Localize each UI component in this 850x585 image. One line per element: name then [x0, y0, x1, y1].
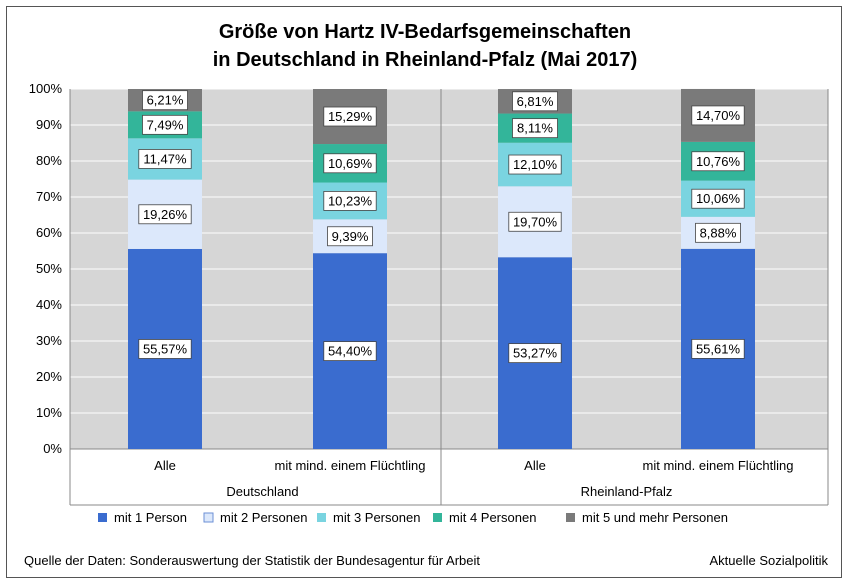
data-label: 8,88%	[700, 225, 737, 240]
data-label: 10,06%	[696, 191, 741, 206]
chart-title-line-2: in Deutschland in Rheinland-Pfalz (Mai 2…	[213, 49, 638, 71]
category-label: mit mind. einem Flüchtling	[643, 458, 794, 473]
legend-item: mit 2 Personen	[203, 510, 307, 525]
data-label-box	[327, 226, 373, 247]
legend-label: mit 3 Personen	[333, 510, 420, 525]
legend-swatch	[98, 513, 107, 522]
y-tick-label: 0%	[43, 441, 62, 456]
data-label: 8,11%	[517, 121, 553, 136]
data-label: 6,81%	[517, 94, 554, 109]
data-label-box	[691, 339, 745, 359]
category-label: Alle	[524, 458, 546, 473]
category-label: mit mind. einem Flüchtling	[275, 458, 426, 473]
legend-swatch	[317, 513, 326, 522]
data-label: 7,49%	[147, 117, 184, 132]
legend-item: mit 3 Personen	[317, 510, 420, 525]
data-label-box	[695, 222, 741, 243]
data-label: 55,57%	[143, 341, 188, 356]
legend-swatch	[203, 512, 214, 523]
category-label: Alle	[154, 458, 176, 473]
legend-item: mit 5 und mehr Personen	[566, 510, 728, 525]
data-label: 6,21%	[147, 93, 184, 108]
data-label-box	[512, 91, 558, 112]
data-label-box	[142, 90, 188, 111]
data-label: 55,61%	[696, 341, 741, 356]
data-label-box	[508, 343, 562, 364]
data-label: 10,69%	[328, 156, 373, 171]
data-label: 9,39%	[332, 229, 369, 244]
y-tick-label: 60%	[36, 225, 62, 240]
y-tick-label: 80%	[36, 153, 62, 168]
data-label: 19,70%	[513, 214, 558, 229]
legend-swatch	[433, 513, 442, 522]
data-label-box	[691, 105, 745, 126]
y-tick-label: 100%	[29, 81, 63, 96]
group-label: Rheinland-Pfalz	[581, 484, 673, 499]
data-label-box	[138, 149, 192, 169]
legend-item: mit 4 Personen	[433, 510, 536, 525]
data-label: 10,23%	[328, 193, 373, 208]
legend-label: mit 5 und mehr Personen	[582, 510, 728, 525]
data-label-box	[323, 153, 377, 174]
chart-title-line-1: Größe von Hartz IV-Bedarfsgemeinschaften	[219, 21, 631, 43]
data-label-box	[323, 106, 377, 127]
data-label: 19,26%	[143, 207, 188, 222]
group-label: Deutschland	[226, 484, 298, 499]
data-label: 12,10%	[513, 157, 558, 172]
data-label: 10,76%	[696, 154, 741, 169]
legend-label: mit 1 Person	[114, 510, 187, 525]
legend-label: mit 2 Personen	[220, 510, 307, 525]
legend: mit 1 Person mit 2 Personen mit 3 Personen…	[98, 510, 728, 525]
data-label: 54,40%	[328, 344, 373, 359]
y-tick-label: 30%	[36, 333, 62, 348]
y-tick-label: 40%	[36, 297, 62, 312]
y-tick-label: 20%	[36, 369, 62, 384]
data-label-box	[508, 154, 562, 175]
data-label: 53,27%	[513, 346, 558, 361]
legend-item: mit 1 Person	[98, 510, 187, 525]
y-tick-label: 10%	[36, 405, 62, 420]
credit-note: Aktuelle Sozialpolitik	[709, 553, 828, 568]
data-label-box	[323, 341, 377, 361]
legend-label: mit 4 Personen	[449, 510, 536, 525]
source-note: Quelle der Daten: Sonderauswertung der S…	[24, 553, 480, 568]
data-label-box	[512, 118, 558, 139]
data-label: 15,29%	[328, 109, 373, 124]
data-label-box	[323, 191, 377, 211]
data-label-box	[138, 204, 192, 225]
y-tick-label: 50%	[36, 261, 62, 276]
data-label-box	[508, 211, 562, 232]
plot-area: 0% 10% 20% 30% 40% 50% 60% 70% 80% 90% 100% 55,57% 1…	[29, 81, 829, 506]
data-label: 14,70%	[696, 108, 741, 123]
y-tick-label: 90%	[36, 117, 62, 132]
legend-swatch	[566, 513, 575, 522]
data-label-box	[138, 339, 192, 359]
data-label-box	[691, 151, 745, 172]
y-tick-label: 70%	[36, 189, 62, 204]
data-label-box	[142, 114, 188, 135]
data-label-box	[691, 188, 745, 209]
data-label: 11,47%	[143, 151, 187, 166]
